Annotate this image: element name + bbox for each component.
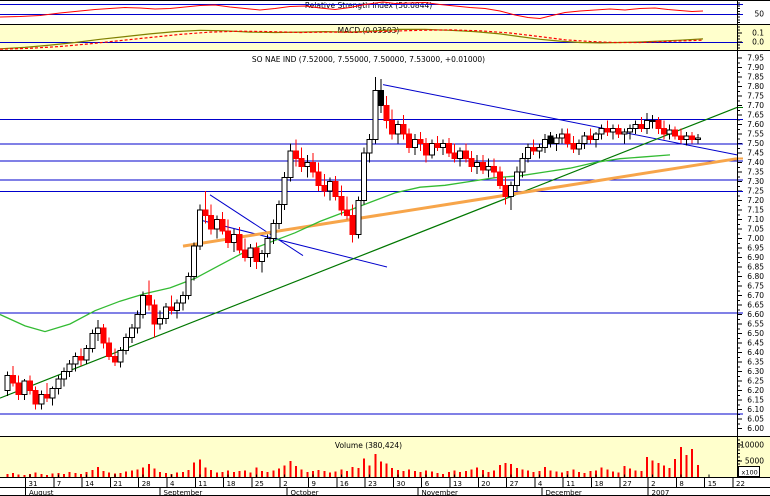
month-axis-row <box>0 488 770 496</box>
volume-indicator-title: Volume (380,424) <box>334 441 403 450</box>
date-axis-row <box>0 478 770 488</box>
macd-indicator-title: MACD (0.03503) <box>337 26 400 35</box>
price-chart-panel[interactable] <box>0 51 770 437</box>
volume-panel[interactable] <box>0 437 770 478</box>
symbol-ohlc-title: SO NAE IND (7.52000, 7.55000, 7.50000, 7… <box>251 55 486 64</box>
rsi-indicator-title: Relative Strength Index (56.0844) <box>304 1 433 10</box>
